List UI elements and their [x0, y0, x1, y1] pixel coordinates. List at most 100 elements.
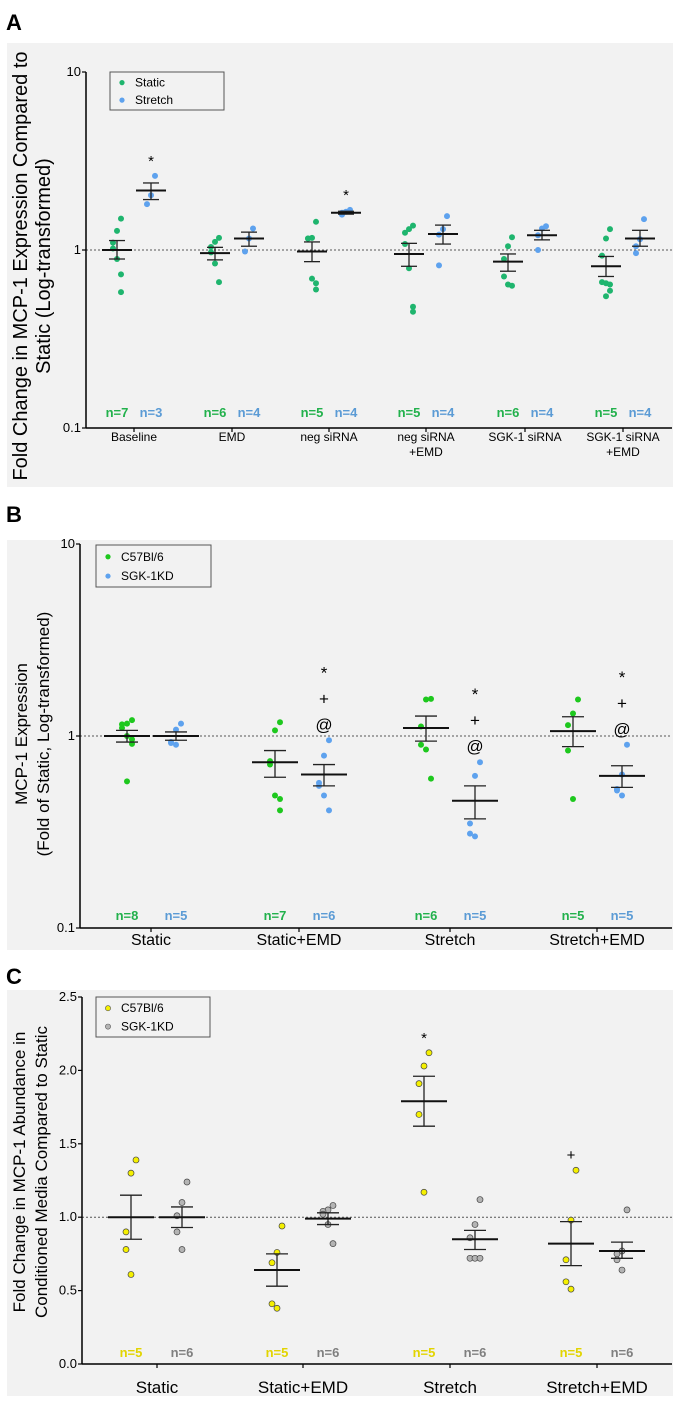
data-point: [273, 1304, 281, 1312]
x-tick-label: neg siRNA: [397, 430, 454, 444]
data-point: [607, 226, 613, 233]
data-point: [624, 741, 630, 748]
x-tick-label: neg siRNA: [300, 430, 357, 444]
data-point: [313, 280, 319, 287]
y-tick-label: 2.5: [59, 989, 77, 1004]
significance-mark: *: [343, 187, 349, 204]
data-point: [420, 1188, 428, 1196]
significance-mark: +: [319, 689, 329, 708]
y-tick-label: 0.1: [57, 920, 75, 935]
n-label: n=7: [106, 405, 129, 420]
legend-label: Static: [135, 76, 165, 90]
n-label: n=5: [562, 908, 585, 923]
data-point: [313, 286, 319, 293]
data-point: [127, 1169, 135, 1177]
data-point: [501, 256, 507, 263]
y-tick-label: 10: [61, 536, 75, 551]
plot-background: [7, 990, 673, 1396]
data-point: [472, 772, 478, 779]
data-point: [183, 1178, 191, 1186]
data-point: [152, 172, 158, 179]
data-point: [565, 722, 571, 729]
data-point: [633, 250, 639, 257]
legend-marker: [105, 573, 111, 579]
legend-label: SGK-1KD: [121, 1020, 174, 1034]
data-point: [124, 720, 130, 727]
n-label: n=8: [116, 908, 139, 923]
data-point: [268, 1259, 276, 1267]
n-label: n=4: [629, 405, 653, 420]
significance-mark: @: [613, 720, 630, 739]
n-label: n=6: [204, 405, 227, 420]
legend-marker: [105, 1023, 111, 1030]
data-point: [118, 215, 124, 222]
data-point: [603, 293, 609, 300]
n-label: n=6: [611, 1345, 634, 1360]
y-tick-label: 1: [68, 728, 75, 743]
data-point: [436, 262, 442, 269]
panel-b: B 0.1 1 10 MCP-1 Expression (Fold of Static, …: [6, 502, 673, 950]
data-point: [425, 1049, 433, 1057]
data-point: [415, 1111, 423, 1118]
data-point: [472, 833, 478, 840]
y-axis-label: MCP-1 Expression: [12, 663, 31, 805]
data-point: [212, 260, 218, 267]
x-tick-label: Static+EMD: [258, 1378, 348, 1397]
data-point: [277, 807, 283, 814]
data-point: [607, 281, 613, 288]
n-label: n=6: [464, 1345, 487, 1360]
data-point: [212, 238, 218, 245]
panel-letter: B: [6, 502, 22, 527]
y-tick-label: 1: [74, 242, 81, 257]
y-axis-label: (Fold of Static, Log-transformed): [34, 612, 53, 857]
data-point: [173, 741, 179, 748]
y-axis-label: Conditioned Media Compared to Static: [32, 1026, 51, 1318]
n-label: n=6: [171, 1345, 194, 1360]
n-label: n=5: [398, 405, 421, 420]
n-label: n=6: [313, 908, 336, 923]
data-point: [129, 736, 135, 743]
data-point: [402, 241, 408, 248]
data-point: [326, 807, 332, 814]
data-point: [329, 1202, 337, 1209]
data-point: [216, 279, 222, 286]
data-point: [127, 1271, 135, 1278]
data-point: [118, 289, 124, 296]
x-tick-label: Stretch: [423, 1378, 477, 1397]
legend: [95, 996, 211, 1038]
legend-marker: [119, 97, 125, 103]
data-point: [178, 720, 184, 727]
data-point: [423, 696, 429, 703]
significance-mark: *: [148, 153, 154, 170]
y-tick-label: 0.1: [63, 420, 81, 435]
data-point: [641, 216, 647, 223]
data-point: [402, 229, 408, 236]
y-tick-label: 1.5: [59, 1136, 77, 1151]
legend-label: SGK-1KD: [121, 569, 174, 583]
x-tick-label: EMD: [219, 430, 246, 444]
data-point: [250, 225, 256, 232]
data-point: [321, 752, 327, 759]
n-label: n=7: [264, 908, 287, 923]
y-tick-label: 1.0: [59, 1209, 77, 1224]
n-label: n=6: [317, 1345, 340, 1360]
data-point: [118, 271, 124, 278]
x-tick-label: SGK-1 siRNA: [488, 430, 561, 444]
data-point: [122, 1246, 130, 1253]
data-point: [623, 1206, 631, 1214]
data-point: [614, 787, 620, 794]
significance-mark: *: [472, 685, 479, 704]
data-point: [570, 795, 576, 802]
data-point: [418, 741, 424, 748]
legend-marker: [105, 554, 111, 560]
data-point: [423, 746, 429, 753]
data-point: [122, 1228, 130, 1236]
data-point: [599, 252, 605, 259]
significance-mark: +: [567, 1147, 576, 1164]
data-point: [406, 226, 412, 233]
data-point: [607, 287, 613, 294]
n-label: n=6: [415, 908, 438, 923]
data-point: [415, 1080, 423, 1087]
data-point: [132, 1156, 140, 1164]
